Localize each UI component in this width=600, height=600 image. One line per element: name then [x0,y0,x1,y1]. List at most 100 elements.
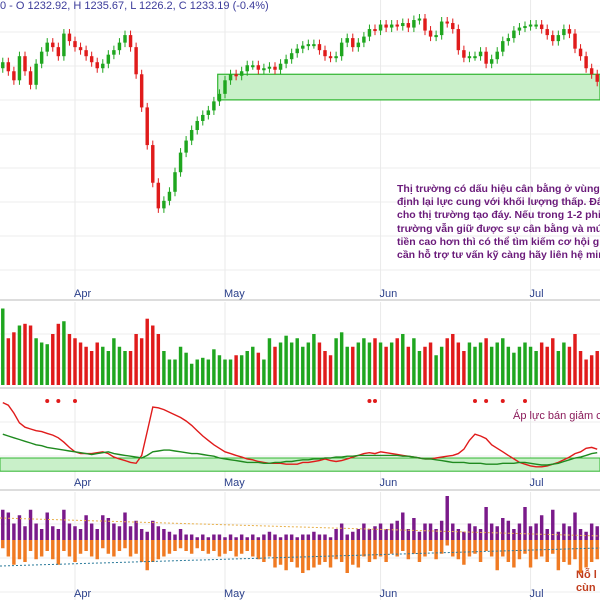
pressure-bar-positive [201,534,205,540]
volume-bar [378,342,383,385]
candle [45,42,49,52]
pressure-bar-positive [345,534,349,540]
pressure-bar-positive [239,534,244,540]
candle [317,44,322,51]
volume-bar [139,338,144,385]
pressure-bar-negative [412,540,416,554]
candle [301,45,305,49]
pressure-bar-positive [106,518,111,540]
pressure-bar-positive [456,529,461,540]
volume-bar [589,355,594,385]
pressure-bar-positive [351,531,355,540]
volume-bar [106,351,111,385]
pressure-bar-positive [484,507,488,540]
pressure-bar-negative [206,540,211,554]
volume-bar [128,351,133,385]
note-line: tiền cao hơn thì có thể tìm kiếm cơ hội … [397,235,600,248]
volume-bar [512,352,516,385]
pressure-bar-positive [439,520,444,540]
pressure-bar-negative [523,540,527,554]
volume-bar [495,342,499,385]
pressure-bar-negative [267,540,272,557]
pressure-bar-positive [128,526,133,540]
pressure-bar-positive [173,534,177,540]
pressure-bar-positive [145,531,149,540]
pressure-bar-negative [195,540,199,549]
candle [151,145,155,183]
pressure-bar-negative [406,540,411,560]
month-label: Apr [74,588,91,600]
price-panel [1,14,600,213]
volume-bar [367,342,372,385]
pressure-bar-positive [501,518,505,540]
pressure-bar-positive [545,529,549,540]
pressure-bar-positive [584,531,588,540]
volume-bar [245,351,249,385]
volume-bar [201,357,205,385]
pressure-bar-positive [1,509,5,540]
volume-bar [167,359,172,385]
pressure-bar-positive [56,529,61,540]
pressure-bar-negative [589,540,594,562]
pressure-bar-positive [356,529,361,540]
candle [389,24,394,28]
signal-dot [473,399,477,403]
candle [173,172,177,192]
volume-bar [206,359,211,385]
pressure-bar-negative [351,540,355,565]
candle [95,62,99,69]
pressure-bar-positive [284,534,288,540]
pressure-bar-positive [323,534,327,540]
volume-bar [78,342,83,385]
pressure-bar-negative [173,540,177,551]
pressure-bar-positive [551,509,555,540]
candle [306,44,311,47]
volume-bar [73,338,77,385]
pressure-bar-positive [195,537,199,540]
candle [351,38,355,48]
signal-dot [500,399,505,403]
pressure-bar-positive [45,512,49,540]
pressure-bar-negative [251,540,255,557]
pressure-bar-positive [295,537,299,540]
volume-bar [445,338,449,385]
candle [573,33,577,49]
month-axis: Apr May Jun Jul Apr May Jun Jul Apr May Jun Jul [74,288,544,600]
candle [162,200,166,209]
candle [89,56,94,63]
pressure-bar-negative [517,540,522,560]
volume-bar [334,338,338,385]
candle [206,110,211,115]
avg-line-upper [0,517,600,537]
pressure-bar-positive [212,534,216,540]
pressure-bar-positive [34,523,38,540]
pressure-bar-positive [217,534,222,540]
volume-bar [1,308,5,385]
pressure-bar-positive [73,526,77,540]
pressure-bar-negative [151,540,155,562]
pressure-bar-positive [339,523,344,540]
candle [473,56,477,59]
pressure-bar-positive [573,512,577,540]
candle [539,24,544,30]
candle [312,44,316,47]
candle [434,35,438,38]
volume-bar [345,346,349,385]
pressure-bar-negative [278,540,283,565]
volume-bar [428,342,433,385]
pressure-bar-negative [578,540,583,573]
candle [373,29,377,32]
volume-bar [339,332,344,385]
candle [367,29,372,37]
candle [578,48,583,57]
pressure-bar-negative [1,540,5,549]
volume-bar [578,351,583,385]
volume-bar [173,359,177,385]
pressure-bar-positive [151,520,155,540]
volume-bar [323,351,327,385]
volume-bar [67,334,72,385]
pressure-bar-positive [445,496,449,540]
pressure-bar-positive [312,531,316,540]
pressure-bar-negative [473,540,477,554]
pressure-bar-positive [67,523,72,540]
